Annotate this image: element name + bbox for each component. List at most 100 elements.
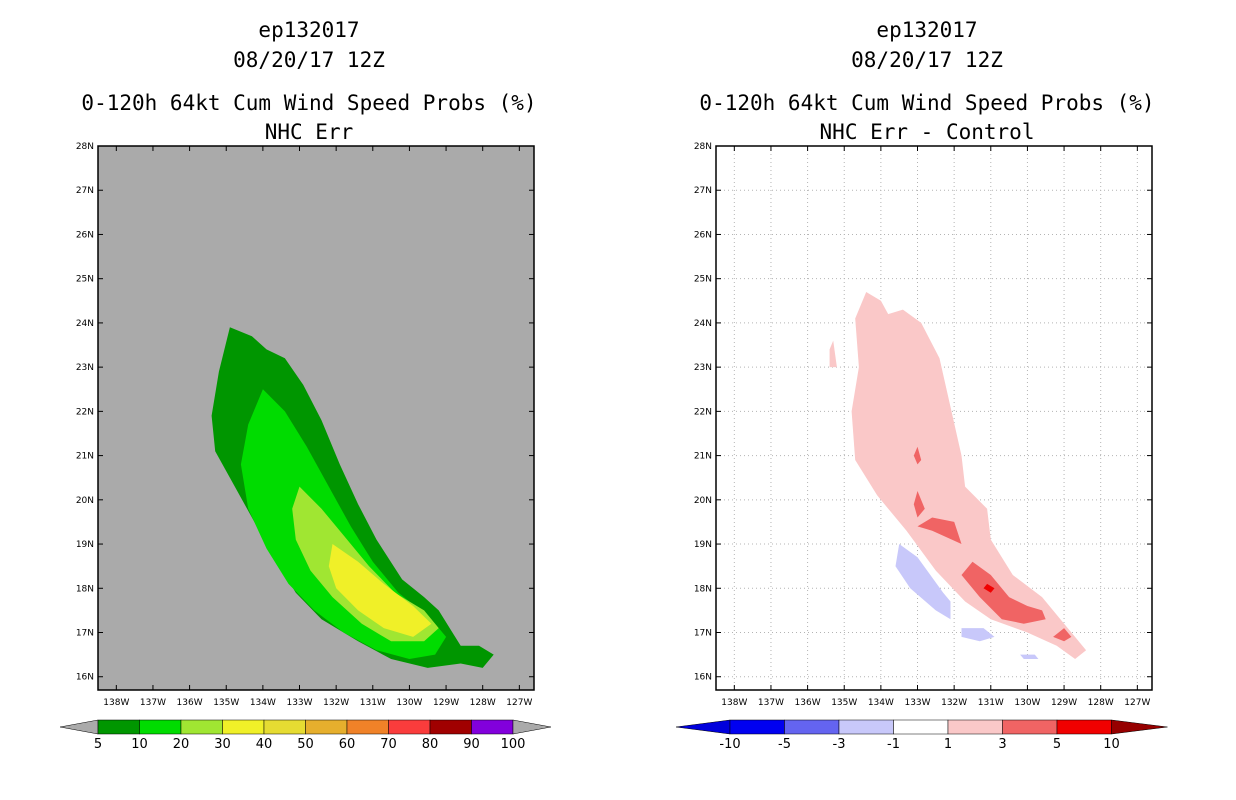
colorbar-label: 40 — [256, 737, 273, 752]
chart-subtitle: NHC Err - Control — [819, 120, 1035, 144]
y-tick-label: 19N — [694, 540, 712, 550]
forecast-date: 08/20/17 12Z — [851, 48, 1003, 72]
colorbar-swatch — [222, 719, 265, 735]
colorbar-swatch — [838, 719, 894, 735]
x-tick-label: 134W — [250, 698, 276, 708]
x-tick-label: 136W — [795, 698, 821, 708]
x-tick-label: 138W — [103, 698, 129, 708]
x-tick-label: 127W — [506, 698, 532, 708]
x-tick-label: 131W — [360, 698, 386, 708]
y-tick-label: 27N — [76, 186, 94, 196]
x-tick-label: 134W — [868, 698, 894, 708]
x-tick-label: 130W — [396, 698, 422, 708]
x-tick-label: 137W — [140, 698, 166, 708]
y-tick-label: 23N — [694, 363, 712, 373]
colorbar-label: -1 — [887, 737, 900, 752]
y-tick-label: 23N — [76, 363, 94, 373]
colorbar-label: -10 — [719, 737, 740, 752]
contour-region-level--1 — [1020, 654, 1039, 659]
y-tick-label: 24N — [694, 319, 712, 329]
colorbar-swatch — [139, 719, 182, 735]
y-tick-label: 19N — [76, 540, 94, 550]
y-tick-label: 20N — [76, 496, 94, 506]
colorbar-swatch — [1056, 719, 1112, 735]
forecast-date: 08/20/17 12Z — [233, 48, 385, 72]
y-tick-label: 17N — [694, 629, 712, 639]
storm-id: ep132017 — [876, 18, 978, 42]
contour-region-level-1 — [851, 292, 1087, 659]
y-tick-label: 21N — [694, 452, 712, 462]
x-tick-label: 135W — [213, 698, 239, 708]
x-tick-label: 132W — [323, 698, 349, 708]
colorbar-right-triangle — [1111, 719, 1168, 735]
colorbar-label: 70 — [380, 737, 397, 752]
colorbar-label: 50 — [297, 737, 314, 752]
storm-id: ep132017 — [258, 18, 360, 42]
colorbar-label: 20 — [173, 737, 190, 752]
colorbar-swatch — [784, 719, 840, 735]
colorbar-swatch — [97, 719, 140, 735]
colorbar-label: 80 — [422, 737, 439, 752]
colorbar-swatch — [471, 719, 514, 735]
y-tick-label: 26N — [76, 230, 94, 240]
contour-region-level-1 — [829, 340, 837, 368]
y-tick-label: 26N — [694, 230, 712, 240]
x-tick-label: 129W — [433, 698, 459, 708]
colorbar-swatch — [388, 719, 431, 735]
colorbar-swatch — [893, 719, 949, 735]
contour-region-level-3 — [913, 491, 925, 518]
colorbar-right-triangle — [512, 719, 552, 735]
contour-region-level-3 — [1053, 628, 1072, 642]
x-tick-label: 129W — [1051, 698, 1077, 708]
colorbar-label: 60 — [339, 737, 356, 752]
y-tick-label: 25N — [76, 275, 94, 285]
panel-nhc-err-minus-control: ep132017 08/20/17 12Z 0-120h 64kt Cum Wi… — [618, 0, 1236, 800]
colorbar-label: 10 — [131, 737, 148, 752]
colorbar-label: 10 — [1103, 737, 1120, 752]
colorbar-swatch — [729, 719, 785, 735]
contour-region-level--1 — [895, 544, 951, 620]
colorbar-swatch — [305, 719, 348, 735]
y-tick-label: 27N — [694, 186, 712, 196]
contour-region-level-3 — [913, 446, 922, 465]
x-tick-label: 135W — [831, 698, 857, 708]
chart-title: 0-120h 64kt Cum Wind Speed Probs (%) — [699, 91, 1155, 115]
colorbar-label: -3 — [833, 737, 846, 752]
y-tick-label: 21N — [76, 452, 94, 462]
colorbar-swatch — [429, 719, 472, 735]
contour-region-level-3 — [917, 517, 962, 544]
x-tick-label: 133W — [904, 698, 930, 708]
colorbar: 5 10 20 30 40 50 60 70 80 90 100 — [59, 719, 552, 752]
colorbar-label: 100 — [501, 737, 526, 752]
y-tick-label: 16N — [694, 673, 712, 683]
x-tick-label: 137W — [758, 698, 784, 708]
y-tick-label: 20N — [694, 496, 712, 506]
colorbar-label: 90 — [463, 737, 480, 752]
chart-subtitle: NHC Err — [264, 120, 354, 144]
y-tick-label: 18N — [694, 584, 712, 594]
colorbar-label: 5 — [1053, 737, 1061, 752]
contour-region-level-5 — [983, 583, 995, 593]
x-tick-label: 132W — [941, 698, 967, 708]
contour-region-level-3 — [961, 561, 1046, 624]
y-tick-label: 25N — [694, 275, 712, 285]
x-tick-label: 128W — [470, 698, 496, 708]
x-tick-label: 133W — [286, 698, 312, 708]
colorbar-label: 5 — [94, 737, 102, 752]
y-tick-label: 16N — [76, 673, 94, 683]
colorbar-left-triangle — [59, 719, 99, 735]
x-tick-label: 138W — [721, 698, 747, 708]
contour-region-level-10 — [240, 389, 447, 659]
panel-nhc-err: ep132017 08/20/17 12Z 0-120h 64kt Cum Wi… — [59, 18, 552, 752]
colorbar-swatch — [1002, 719, 1058, 735]
x-tick-label: 131W — [978, 698, 1004, 708]
x-tick-label: 136W — [177, 698, 203, 708]
y-tick-label: 28N — [694, 142, 712, 152]
colorbar-label: 30 — [214, 737, 231, 752]
colorbar-label: -5 — [778, 737, 791, 752]
colorbar-label: 3 — [998, 737, 1006, 752]
y-tick-label: 22N — [694, 407, 712, 417]
plot-frame — [97, 145, 535, 691]
chart-svg: 138W 137W 136W 135W 134W 133W 132W 131W 130W 129W… — [675, 142, 1168, 752]
colorbar-label: 1 — [944, 737, 952, 752]
